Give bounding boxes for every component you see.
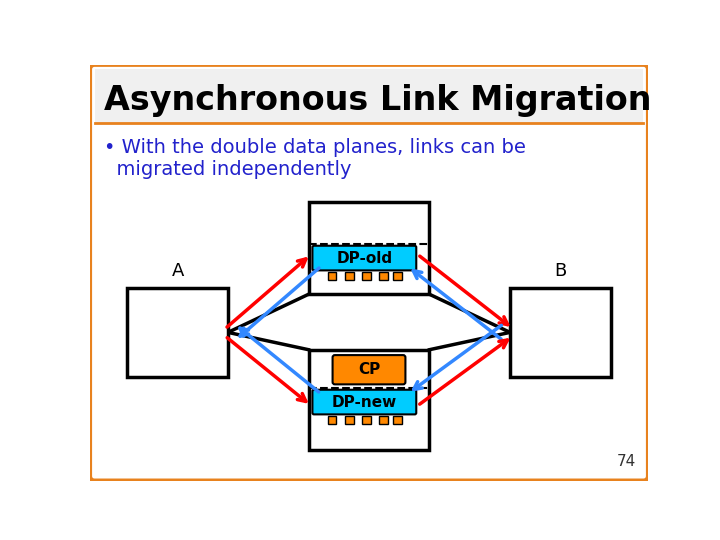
Bar <box>309 202 429 294</box>
Bar <box>94 70 644 123</box>
Text: CP: CP <box>358 362 380 377</box>
Bar <box>393 272 402 280</box>
Bar <box>309 350 429 450</box>
Bar <box>328 272 336 280</box>
Text: 74: 74 <box>617 454 636 469</box>
FancyBboxPatch shape <box>312 390 416 414</box>
FancyBboxPatch shape <box>90 65 648 481</box>
Bar <box>362 272 371 280</box>
FancyBboxPatch shape <box>312 246 416 271</box>
Bar <box>379 272 388 280</box>
Text: B: B <box>554 262 567 280</box>
Bar <box>379 416 388 424</box>
Bar <box>345 416 354 424</box>
FancyBboxPatch shape <box>333 355 405 384</box>
Text: Asynchronous Link Migration: Asynchronous Link Migration <box>104 84 652 117</box>
Bar <box>393 416 402 424</box>
Text: A: A <box>171 262 184 280</box>
Bar <box>345 272 354 280</box>
Bar <box>510 288 611 377</box>
Text: DP-new: DP-new <box>332 395 397 409</box>
Text: DP-old: DP-old <box>336 251 392 266</box>
Text: • With the double data planes, links can be
  migrated independently: • With the double data planes, links can… <box>104 138 526 179</box>
Bar <box>362 416 371 424</box>
Bar <box>127 288 228 377</box>
Bar <box>328 416 336 424</box>
